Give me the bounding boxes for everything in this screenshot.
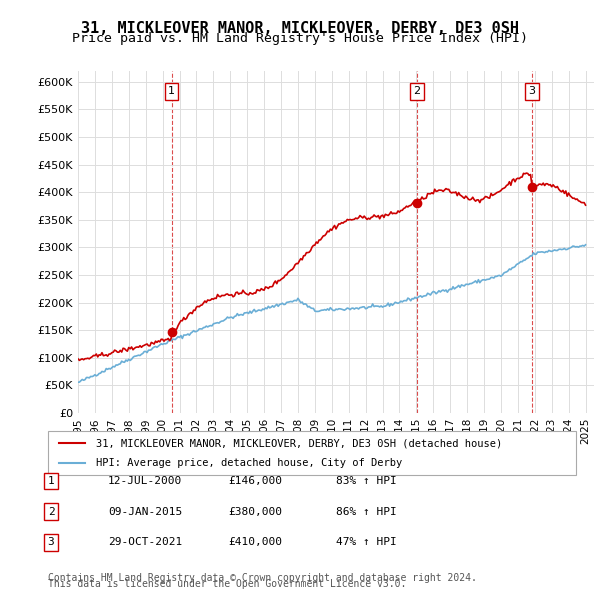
Text: 83% ↑ HPI: 83% ↑ HPI (336, 476, 397, 486)
Text: 2: 2 (413, 86, 421, 96)
Text: 31, MICKLEOVER MANOR, MICKLEOVER, DERBY, DE3 0SH: 31, MICKLEOVER MANOR, MICKLEOVER, DERBY,… (81, 21, 519, 35)
Text: 3: 3 (47, 537, 55, 547)
Text: 1: 1 (168, 86, 175, 96)
Text: 47% ↑ HPI: 47% ↑ HPI (336, 537, 397, 547)
Text: This data is licensed under the Open Government Licence v3.0.: This data is licensed under the Open Gov… (48, 579, 406, 589)
FancyBboxPatch shape (48, 431, 576, 475)
Text: HPI: Average price, detached house, City of Derby: HPI: Average price, detached house, City… (95, 458, 402, 467)
Text: Contains HM Land Registry data © Crown copyright and database right 2024.: Contains HM Land Registry data © Crown c… (48, 573, 477, 583)
Text: £380,000: £380,000 (228, 507, 282, 516)
Text: Price paid vs. HM Land Registry's House Price Index (HPI): Price paid vs. HM Land Registry's House … (72, 32, 528, 45)
Text: 3: 3 (529, 86, 535, 96)
Text: 29-OCT-2021: 29-OCT-2021 (108, 537, 182, 547)
Text: 2: 2 (47, 507, 55, 516)
Text: 86% ↑ HPI: 86% ↑ HPI (336, 507, 397, 516)
Text: £410,000: £410,000 (228, 537, 282, 547)
Text: 1: 1 (47, 476, 55, 486)
Text: 09-JAN-2015: 09-JAN-2015 (108, 507, 182, 516)
Text: 31, MICKLEOVER MANOR, MICKLEOVER, DERBY, DE3 0SH (detached house): 31, MICKLEOVER MANOR, MICKLEOVER, DERBY,… (95, 438, 502, 448)
Text: £146,000: £146,000 (228, 476, 282, 486)
Text: 12-JUL-2000: 12-JUL-2000 (108, 476, 182, 486)
